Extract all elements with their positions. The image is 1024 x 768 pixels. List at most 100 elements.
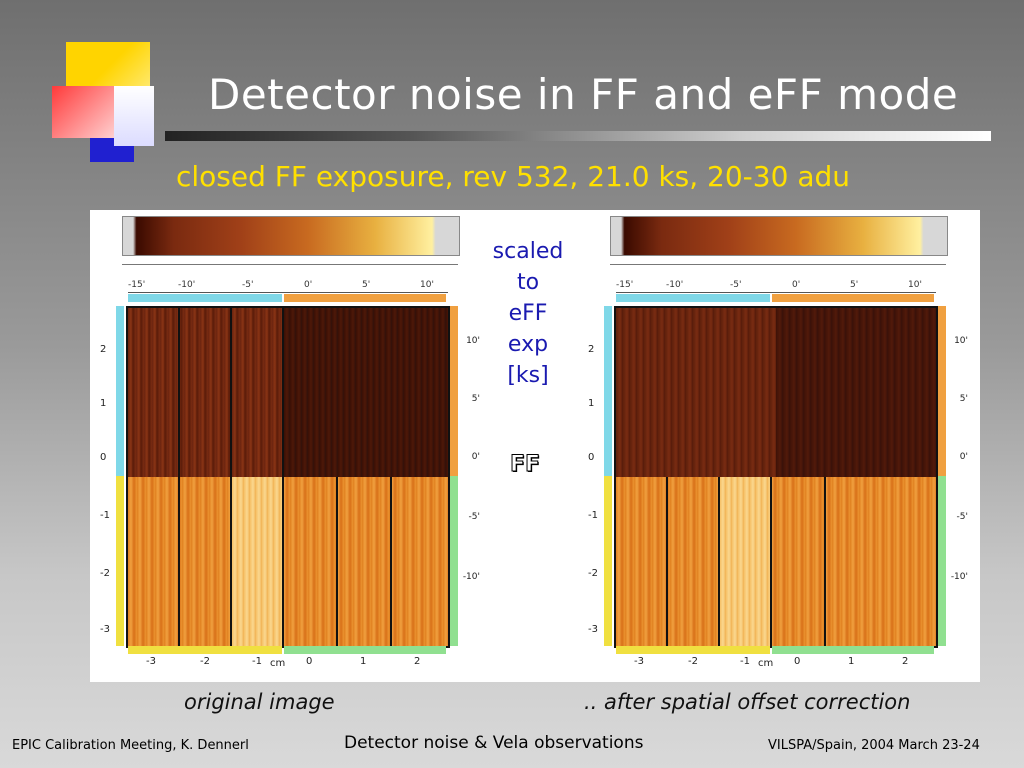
bottom-tick: 2 xyxy=(414,656,421,667)
right-tick: 5' xyxy=(471,394,480,404)
dark-ccd-block xyxy=(284,308,448,477)
deco-white-square xyxy=(114,86,154,146)
right-tick: -5' xyxy=(468,512,480,522)
figure-area: -15' -10' -5' 0' 5' 10' 2 1 0 -1 -2 -3 1… xyxy=(90,210,980,682)
slide-subtitle: closed FF exposure, rev 532, 21.0 ks, 20… xyxy=(176,160,850,193)
right-tick: 5' xyxy=(959,394,968,404)
bottom-ccd-bar-green xyxy=(284,646,446,654)
top-tick: 0' xyxy=(792,280,801,290)
ccd-column xyxy=(232,477,284,646)
bottom-tick: -1 xyxy=(740,656,750,667)
right-bar-orange xyxy=(450,306,458,476)
left-tick: -1 xyxy=(100,510,110,521)
right-tick: -10' xyxy=(462,572,480,582)
ccd-column xyxy=(180,308,232,477)
top-tick: -15' xyxy=(616,280,634,290)
bottom-tick: cm xyxy=(758,658,774,669)
ccd-column xyxy=(616,477,668,646)
left-tick: -2 xyxy=(100,568,110,579)
footer-left: EPIC Calibration Meeting, K. Dennerl xyxy=(12,738,249,753)
ccd-column xyxy=(338,477,392,646)
slide-title: Detector noise in FF and eFF mode xyxy=(208,70,959,119)
mode-label: FF xyxy=(509,452,541,478)
ccd-column xyxy=(772,477,826,646)
image-top-half xyxy=(616,308,936,477)
bottom-tick: cm xyxy=(270,658,286,669)
bottom-tick: -2 xyxy=(688,656,698,667)
ccd-column xyxy=(720,477,772,646)
ccd-column xyxy=(232,308,284,477)
top-tick: -10' xyxy=(178,280,196,290)
top-tick: -5' xyxy=(730,280,742,290)
top-ccd-bar-orange xyxy=(284,294,446,302)
left-tick: 1 xyxy=(100,398,107,409)
top-tick: 5' xyxy=(362,280,371,290)
left-tick: -3 xyxy=(100,624,110,635)
top-ccd-bar-cyan xyxy=(128,294,282,302)
caption-right: .. after spatial offset correction xyxy=(584,690,911,714)
ccd-column xyxy=(668,477,720,646)
ccd-column xyxy=(128,308,180,477)
top-tick: -10' xyxy=(666,280,684,290)
image-top-half xyxy=(128,308,448,477)
right-tick: 0' xyxy=(471,452,480,462)
image-bottom-half xyxy=(616,477,936,646)
title-rule xyxy=(165,131,991,141)
note-line: [ks] xyxy=(507,363,549,388)
bottom-ccd-bar-green xyxy=(772,646,934,654)
right-scale: 10' 5' 0' -5' -10' xyxy=(948,306,968,644)
left-bar-yellow xyxy=(604,476,612,646)
top-tick: 10' xyxy=(420,280,434,290)
image-bottom-half xyxy=(128,477,448,646)
right-scale: 10' 5' 0' -5' -10' xyxy=(460,306,480,644)
left-scale: 2 1 0 -1 -2 -3 xyxy=(100,306,114,644)
dark-ccd-block xyxy=(776,308,936,477)
top-tick: 0' xyxy=(304,280,313,290)
left-tick: 1 xyxy=(588,398,595,409)
right-bar-orange xyxy=(938,306,946,476)
right-tick: 10' xyxy=(954,336,968,346)
top-ccd-bar-cyan xyxy=(616,294,770,302)
histogram xyxy=(122,216,460,256)
bottom-tick: 1 xyxy=(360,656,367,667)
left-bar-cyan xyxy=(116,306,124,476)
bright-ccd-block xyxy=(232,477,284,646)
bottom-tick: -1 xyxy=(252,656,262,667)
bottom-tick: 1 xyxy=(848,656,855,667)
left-tick: -1 xyxy=(588,510,598,521)
right-bar-green xyxy=(450,476,458,646)
bottom-tick: -3 xyxy=(146,656,156,667)
detector-image-original xyxy=(126,306,450,648)
note-line: scaled xyxy=(492,239,564,264)
histogram-axis xyxy=(122,256,458,265)
top-tick: 5' xyxy=(850,280,859,290)
right-tick: -5' xyxy=(956,512,968,522)
left-tick: -2 xyxy=(588,568,598,579)
footer-center: Detector noise & Vela observations xyxy=(344,733,644,753)
bottom-tick: 0 xyxy=(306,656,313,667)
right-tick: -10' xyxy=(950,572,968,582)
top-ccd-bar-orange xyxy=(772,294,934,302)
panel-original: -15' -10' -5' 0' 5' 10' 2 1 0 -1 -2 -3 1… xyxy=(90,210,480,682)
caption-left: original image xyxy=(184,690,335,714)
left-bar-cyan xyxy=(604,306,612,476)
bottom-scale: -3 -2 -1 cm 0 1 2 xyxy=(616,652,936,676)
bottom-tick: 0 xyxy=(794,656,801,667)
note-line: to xyxy=(516,270,540,295)
left-tick: 2 xyxy=(100,344,107,355)
bottom-ccd-bar-yellow xyxy=(616,646,770,654)
bottom-tick: -2 xyxy=(200,656,210,667)
bright-ccd-block xyxy=(720,477,772,646)
bottom-ccd-bar-yellow xyxy=(128,646,282,654)
top-scale: -15' -10' -5' 0' 5' 10' xyxy=(128,280,448,293)
left-bar-yellow xyxy=(116,476,124,646)
top-scale: -15' -10' -5' 0' 5' 10' xyxy=(616,280,936,293)
note-line: exp xyxy=(507,332,549,357)
scaled-note: scaled to eFF exp [ks] xyxy=(486,236,570,391)
right-tick: 10' xyxy=(466,336,480,346)
bottom-tick: 2 xyxy=(902,656,909,667)
footer-right: VILSPA/Spain, 2004 March 23-24 xyxy=(768,738,980,753)
left-tick: 0 xyxy=(100,452,107,463)
ccd-column xyxy=(180,477,232,646)
ccd-column xyxy=(128,477,180,646)
